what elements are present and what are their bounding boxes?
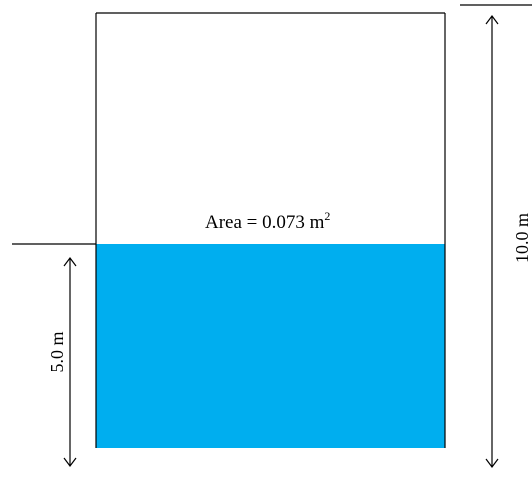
water-depth-label: 5.0 m <box>47 331 67 372</box>
area-label-superscript: 2 <box>324 209 330 223</box>
water-fill <box>96 244 445 448</box>
water-depth-dimension-arrow <box>63 257 77 467</box>
area-label-main: Area = 0.073 m <box>205 212 325 233</box>
tank-height-dimension-arrow <box>485 15 499 468</box>
tank-height-label: 10.0 m <box>512 213 532 263</box>
area-label: Area = 0.073 m2 <box>205 209 330 233</box>
